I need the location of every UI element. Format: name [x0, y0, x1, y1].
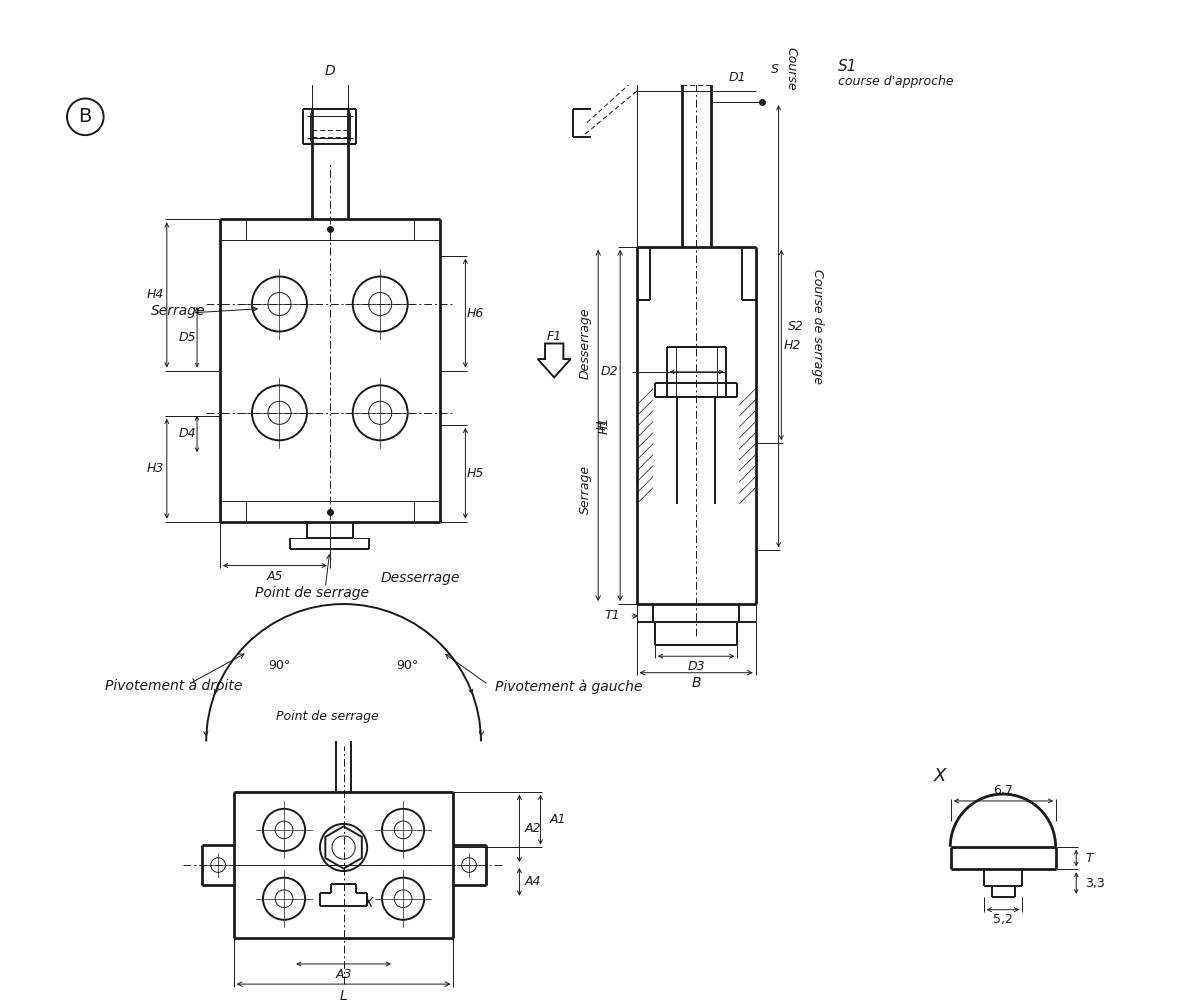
Text: Desserrage: Desserrage [578, 307, 592, 379]
Text: H4: H4 [148, 288, 164, 301]
Text: A2: A2 [524, 822, 541, 835]
Text: A1: A1 [550, 813, 566, 826]
Text: Desserrage: Desserrage [380, 571, 460, 585]
Text: Point de serrage: Point de serrage [276, 710, 378, 723]
Text: T: T [1085, 852, 1093, 865]
Text: H3: H3 [148, 462, 164, 475]
Text: course d'approche: course d'approche [838, 75, 954, 88]
Text: 6,7: 6,7 [994, 784, 1013, 798]
Text: 3,3: 3,3 [1085, 877, 1105, 889]
Text: D: D [324, 64, 335, 78]
Text: D5: D5 [179, 330, 197, 343]
Text: Pivotement à gauche: Pivotement à gauche [494, 679, 642, 694]
Text: S: S [772, 62, 779, 76]
Text: D1: D1 [730, 70, 746, 84]
Text: H6: H6 [467, 306, 484, 319]
Text: Course: Course [785, 47, 798, 91]
Text: H5: H5 [467, 467, 484, 479]
Text: H: H [595, 421, 608, 430]
Text: 5,2: 5,2 [994, 913, 1013, 926]
Text: B: B [79, 108, 92, 126]
Text: D3: D3 [688, 660, 704, 673]
Text: L: L [340, 989, 348, 1003]
Text: T1: T1 [605, 609, 620, 622]
Text: A3: A3 [335, 969, 352, 982]
Text: 90°: 90° [396, 660, 419, 673]
Text: X: X [364, 896, 373, 910]
Text: D4: D4 [179, 428, 197, 440]
Text: X: X [935, 767, 947, 785]
Text: B: B [691, 676, 701, 690]
Text: H2: H2 [784, 338, 802, 351]
Text: Serrage: Serrage [151, 304, 205, 318]
Text: Serrage: Serrage [578, 465, 592, 515]
Text: A4: A4 [524, 875, 541, 888]
Text: Point de serrage: Point de serrage [254, 586, 368, 600]
Text: F1: F1 [546, 329, 562, 342]
Text: H1: H1 [598, 417, 610, 434]
Text: S2: S2 [787, 320, 804, 333]
Text: D2: D2 [601, 366, 618, 379]
Text: 90°: 90° [269, 660, 290, 673]
Text: S1: S1 [838, 59, 858, 74]
Text: Pivotement à droite: Pivotement à droite [106, 680, 242, 694]
Text: Course de serrage: Course de serrage [810, 269, 823, 384]
Text: A5: A5 [266, 570, 283, 583]
